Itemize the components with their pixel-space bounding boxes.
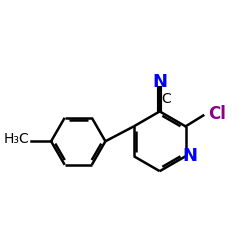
Text: Cl: Cl <box>208 105 226 123</box>
Text: N: N <box>152 72 167 90</box>
Text: H₃C: H₃C <box>4 132 29 145</box>
Text: N: N <box>183 147 198 165</box>
Text: C: C <box>161 92 170 106</box>
